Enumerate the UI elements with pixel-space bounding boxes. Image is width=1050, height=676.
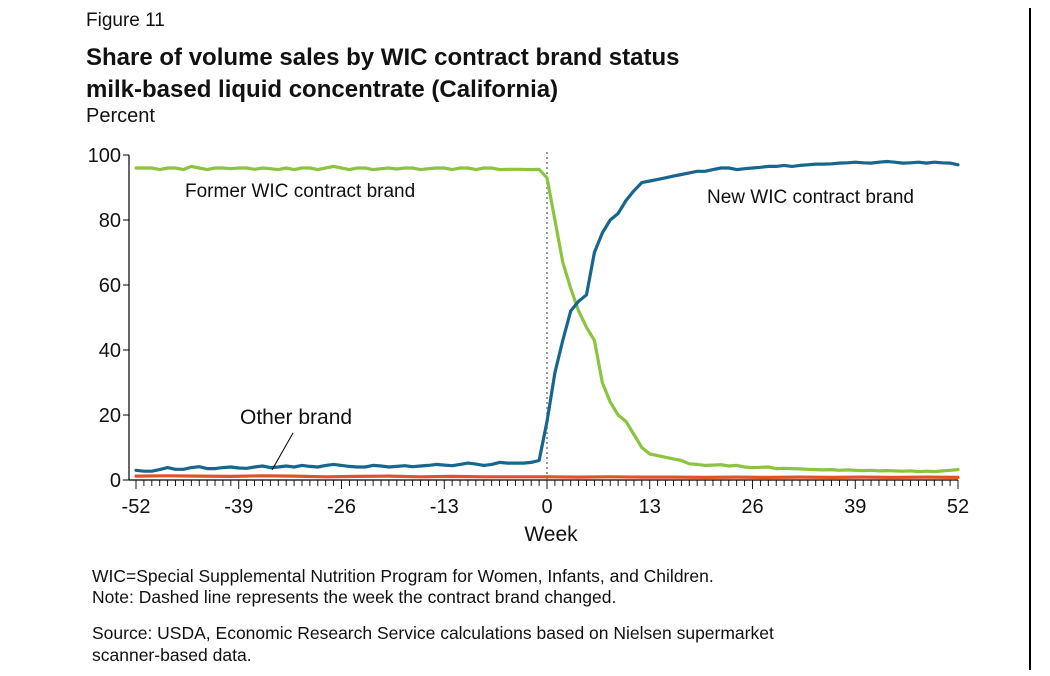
x-tick-label: 39	[844, 496, 866, 518]
y-tick-label: 0	[110, 470, 121, 492]
label-other-brand: Other brand	[240, 406, 352, 429]
y-tick-label: 20	[99, 405, 121, 427]
chart-title-line-1: Share of volume sales by WIC contract br…	[86, 44, 680, 71]
footnote-wic: WIC=Special Supplemental Nutrition Progr…	[92, 566, 714, 586]
label-new-wic-brand: New WIC contract brand	[707, 187, 914, 208]
y-unit-label: Percent	[86, 105, 155, 127]
y-tick-label: 40	[99, 340, 121, 362]
x-tick-label: -52	[122, 496, 151, 518]
other-brand-leader-line	[271, 432, 294, 471]
y-tick-label: 60	[99, 275, 121, 297]
chart-title-line-2: milk-based liquid concentrate (Californi…	[86, 76, 559, 103]
series-line-former-wic-contract-brand	[134, 164, 960, 474]
x-tick-label: 52	[947, 496, 969, 518]
y-tick-label: 100	[88, 145, 121, 167]
x-tick-label: -26	[327, 496, 356, 518]
label-former-wic-brand: Former WIC contract brand	[185, 181, 415, 202]
x-tick-label: 26	[741, 496, 763, 518]
source-line-1: Source: USDA, Economic Research Service …	[92, 623, 774, 643]
axes: 0 20 40 60 80 100 -52 -39 -26 -13 0 13 26 39 52 Week	[88, 145, 970, 546]
right-border-rule	[1029, 8, 1031, 670]
chart-title: Share of volume sales by WIC contract br…	[86, 42, 679, 106]
series-line-other-brand	[134, 474, 960, 479]
x-tick-label: 0	[541, 496, 552, 518]
y-tick-label: 80	[99, 210, 121, 232]
x-tick-label: -13	[430, 496, 459, 518]
x-tick-label: -39	[224, 496, 253, 518]
x-tick-label: 13	[639, 496, 661, 518]
footnote-dashed-line: Note: Dashed line represents the week th…	[92, 587, 617, 607]
annotations: Former WIC contract brand New WIC contrac…	[185, 181, 914, 471]
figure-label: Figure 11	[86, 10, 165, 31]
source-line-2: scanner-based data.	[92, 645, 252, 665]
x-axis-title: Week	[524, 523, 578, 546]
